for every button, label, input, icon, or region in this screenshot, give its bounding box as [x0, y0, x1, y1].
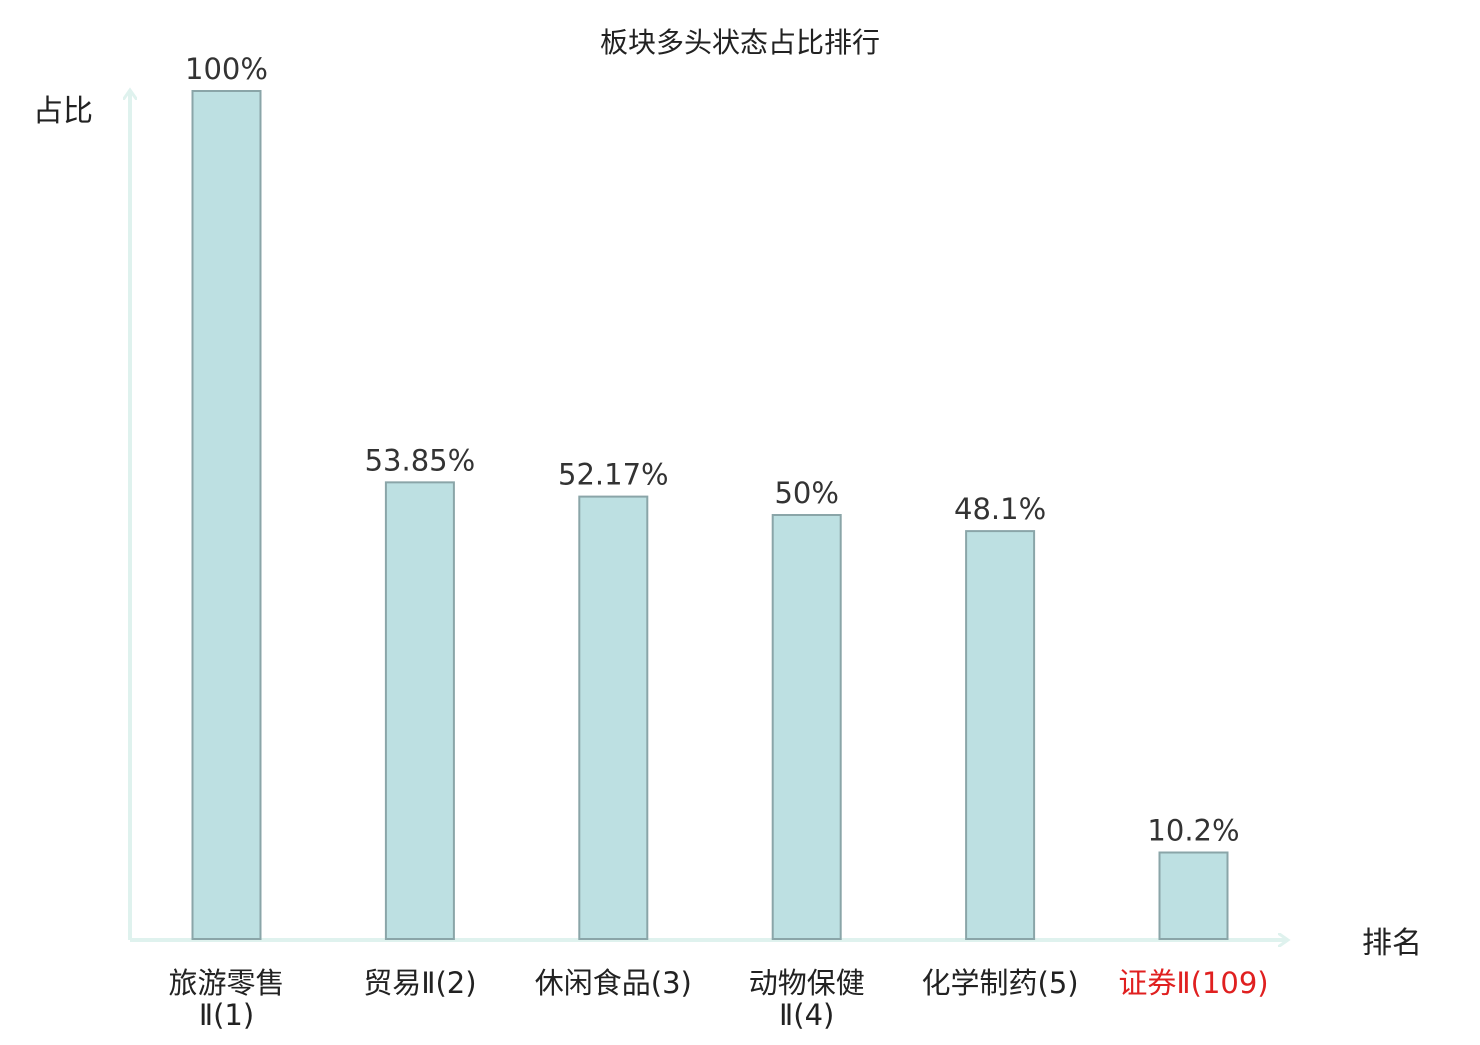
category-label: 休闲食品(3) — [535, 966, 692, 1000]
category-label: Ⅱ(4) — [779, 998, 834, 1032]
x-axis-label: 排名 — [1362, 926, 1422, 961]
value-label: 50% — [774, 476, 838, 510]
chart-title: 板块多头状态占比排行 — [600, 26, 880, 59]
category-label: 化学制药(5) — [922, 966, 1079, 1000]
value-label: 52.17% — [558, 458, 669, 492]
value-label: 48.1% — [954, 492, 1046, 526]
bar — [384, 481, 455, 940]
category-label: Ⅱ(1) — [199, 998, 254, 1032]
y-axis-label: 占比 — [33, 94, 93, 129]
value-label: 10.2% — [1147, 814, 1239, 848]
category-label: 证券Ⅱ(109) — [1118, 966, 1268, 1000]
value-label: 53.85% — [365, 443, 476, 477]
category-label: 旅游零售 — [168, 966, 284, 1000]
category-label: 贸易Ⅱ(2) — [363, 966, 476, 1000]
bar — [191, 90, 262, 940]
value-label: 100% — [185, 52, 268, 86]
bar — [1158, 851, 1229, 941]
category-label: 动物保健 — [749, 966, 865, 1000]
bar — [578, 495, 649, 940]
bar — [965, 530, 1036, 940]
bar — [771, 514, 842, 940]
